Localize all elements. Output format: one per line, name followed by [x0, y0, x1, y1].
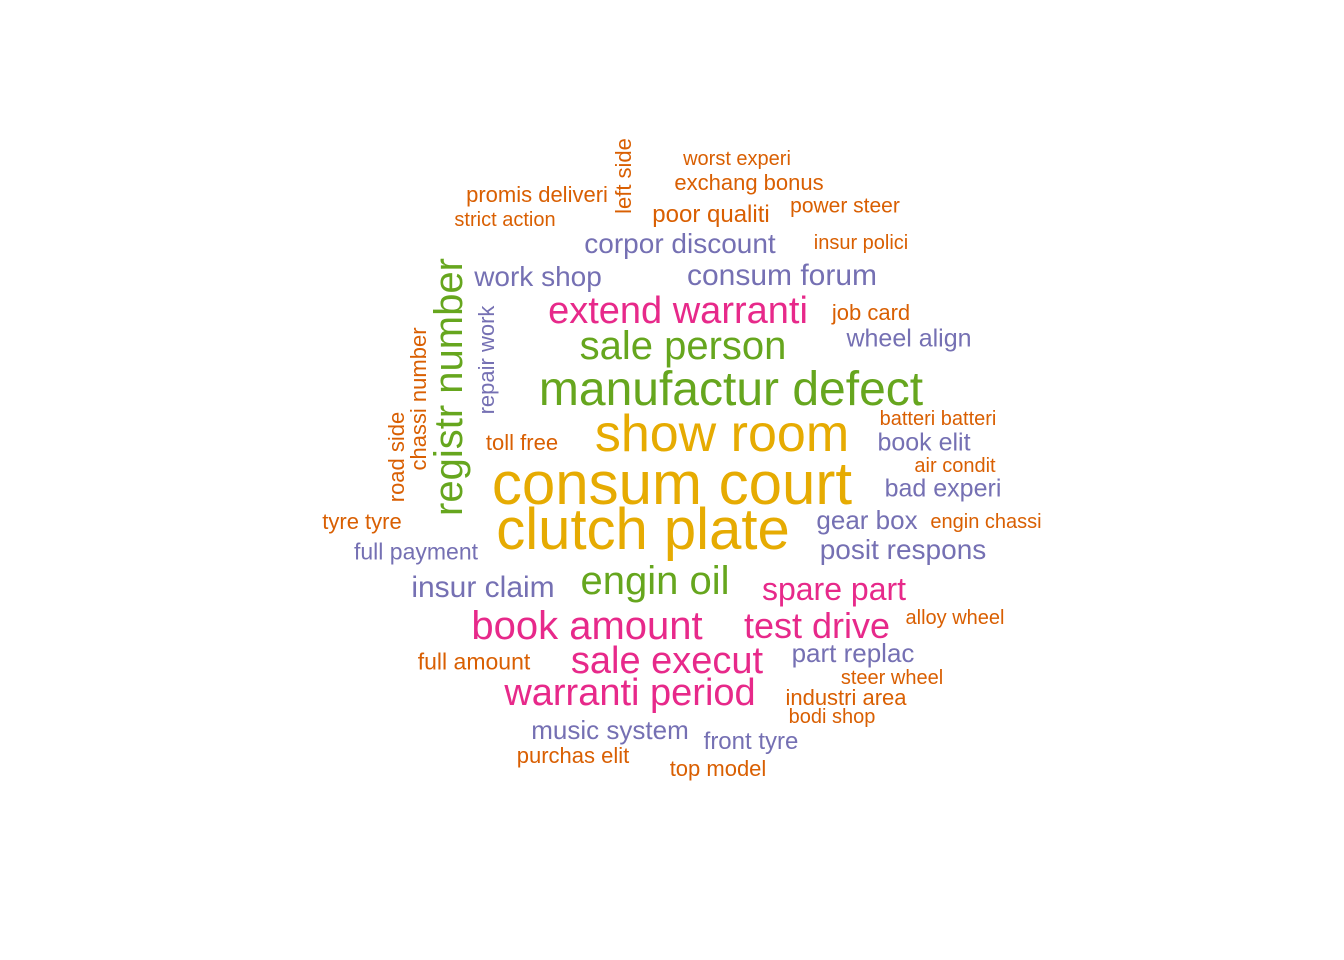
- word-bodi-shop: bodi shop: [788, 706, 876, 728]
- word-chassi-number: chassi number: [406, 327, 431, 471]
- word-insur-claim: insur claim: [411, 571, 555, 604]
- word-engin-oil: engin oil: [580, 559, 730, 603]
- word-posit-respons: posit respons: [819, 534, 987, 565]
- word-air-condit: air condit: [914, 455, 996, 477]
- word-work-shop: work shop: [474, 261, 602, 292]
- word-music-system: music system: [531, 715, 689, 745]
- word-steer-wheel: steer wheel: [840, 667, 944, 689]
- word-worst-experi: worst experi: [683, 148, 791, 170]
- word-full-payment: full payment: [353, 538, 479, 565]
- word-gear-box: gear box: [816, 505, 918, 535]
- word-purchas-elit: purchas elit: [516, 743, 630, 768]
- word-consum-court: consum court: [491, 450, 853, 517]
- word-repair-work: repair work: [474, 305, 499, 415]
- word-warranti-period: warranti period: [504, 672, 756, 714]
- word-extend-warranti: extend warranti: [548, 290, 808, 332]
- word-industri-area: industri area: [785, 685, 907, 710]
- word-road-side: road side: [384, 411, 409, 503]
- word-sale-person: sale person: [579, 324, 787, 368]
- word-wheel-align: wheel align: [846, 324, 972, 353]
- word-sale-execut: sale execut: [570, 640, 764, 682]
- word-consum-forum: consum forum: [686, 259, 878, 292]
- word-exchang-bonus: exchang bonus: [674, 170, 824, 195]
- word-registr-number: registr number: [427, 258, 471, 516]
- word-show-room: show room: [594, 405, 850, 463]
- word-insur-polici: insur polici: [813, 232, 909, 254]
- word-bad-experi: bad experi: [884, 474, 1002, 503]
- word-toll-free: toll free: [485, 430, 559, 455]
- word-batteri-batteri: batteri batteri: [879, 408, 997, 430]
- word-corpor-discount: corpor discount: [584, 228, 776, 259]
- word-test-drive: test drive: [743, 605, 891, 646]
- word-part-replac: part replac: [791, 638, 915, 668]
- word-promis-deliveri: promis deliveri: [466, 182, 608, 207]
- word-clutch-plate: clutch plate: [496, 497, 790, 562]
- word-front-tyre: front tyre: [703, 728, 799, 755]
- word-spare-part: spare part: [761, 571, 907, 607]
- word-strict-action: strict action: [454, 209, 556, 231]
- word-book-elit: book elit: [877, 428, 971, 457]
- word-book-amount: book amount: [471, 604, 703, 648]
- word-tyre-tyre: tyre tyre: [322, 509, 402, 534]
- word-job-card: job card: [831, 300, 911, 325]
- word-alloy-wheel: alloy wheel: [905, 607, 1005, 629]
- word-manufactur-defect: manufactur defect: [538, 363, 924, 416]
- word-full-amount: full amount: [417, 648, 531, 675]
- word-top-model: top model: [669, 756, 767, 781]
- word-left-side: left side: [611, 138, 636, 214]
- word-engin-chassi: engin chassi: [930, 511, 1042, 533]
- word-poor-qualiti: poor qualiti: [652, 201, 770, 228]
- word-power-steer: power steer: [790, 194, 900, 218]
